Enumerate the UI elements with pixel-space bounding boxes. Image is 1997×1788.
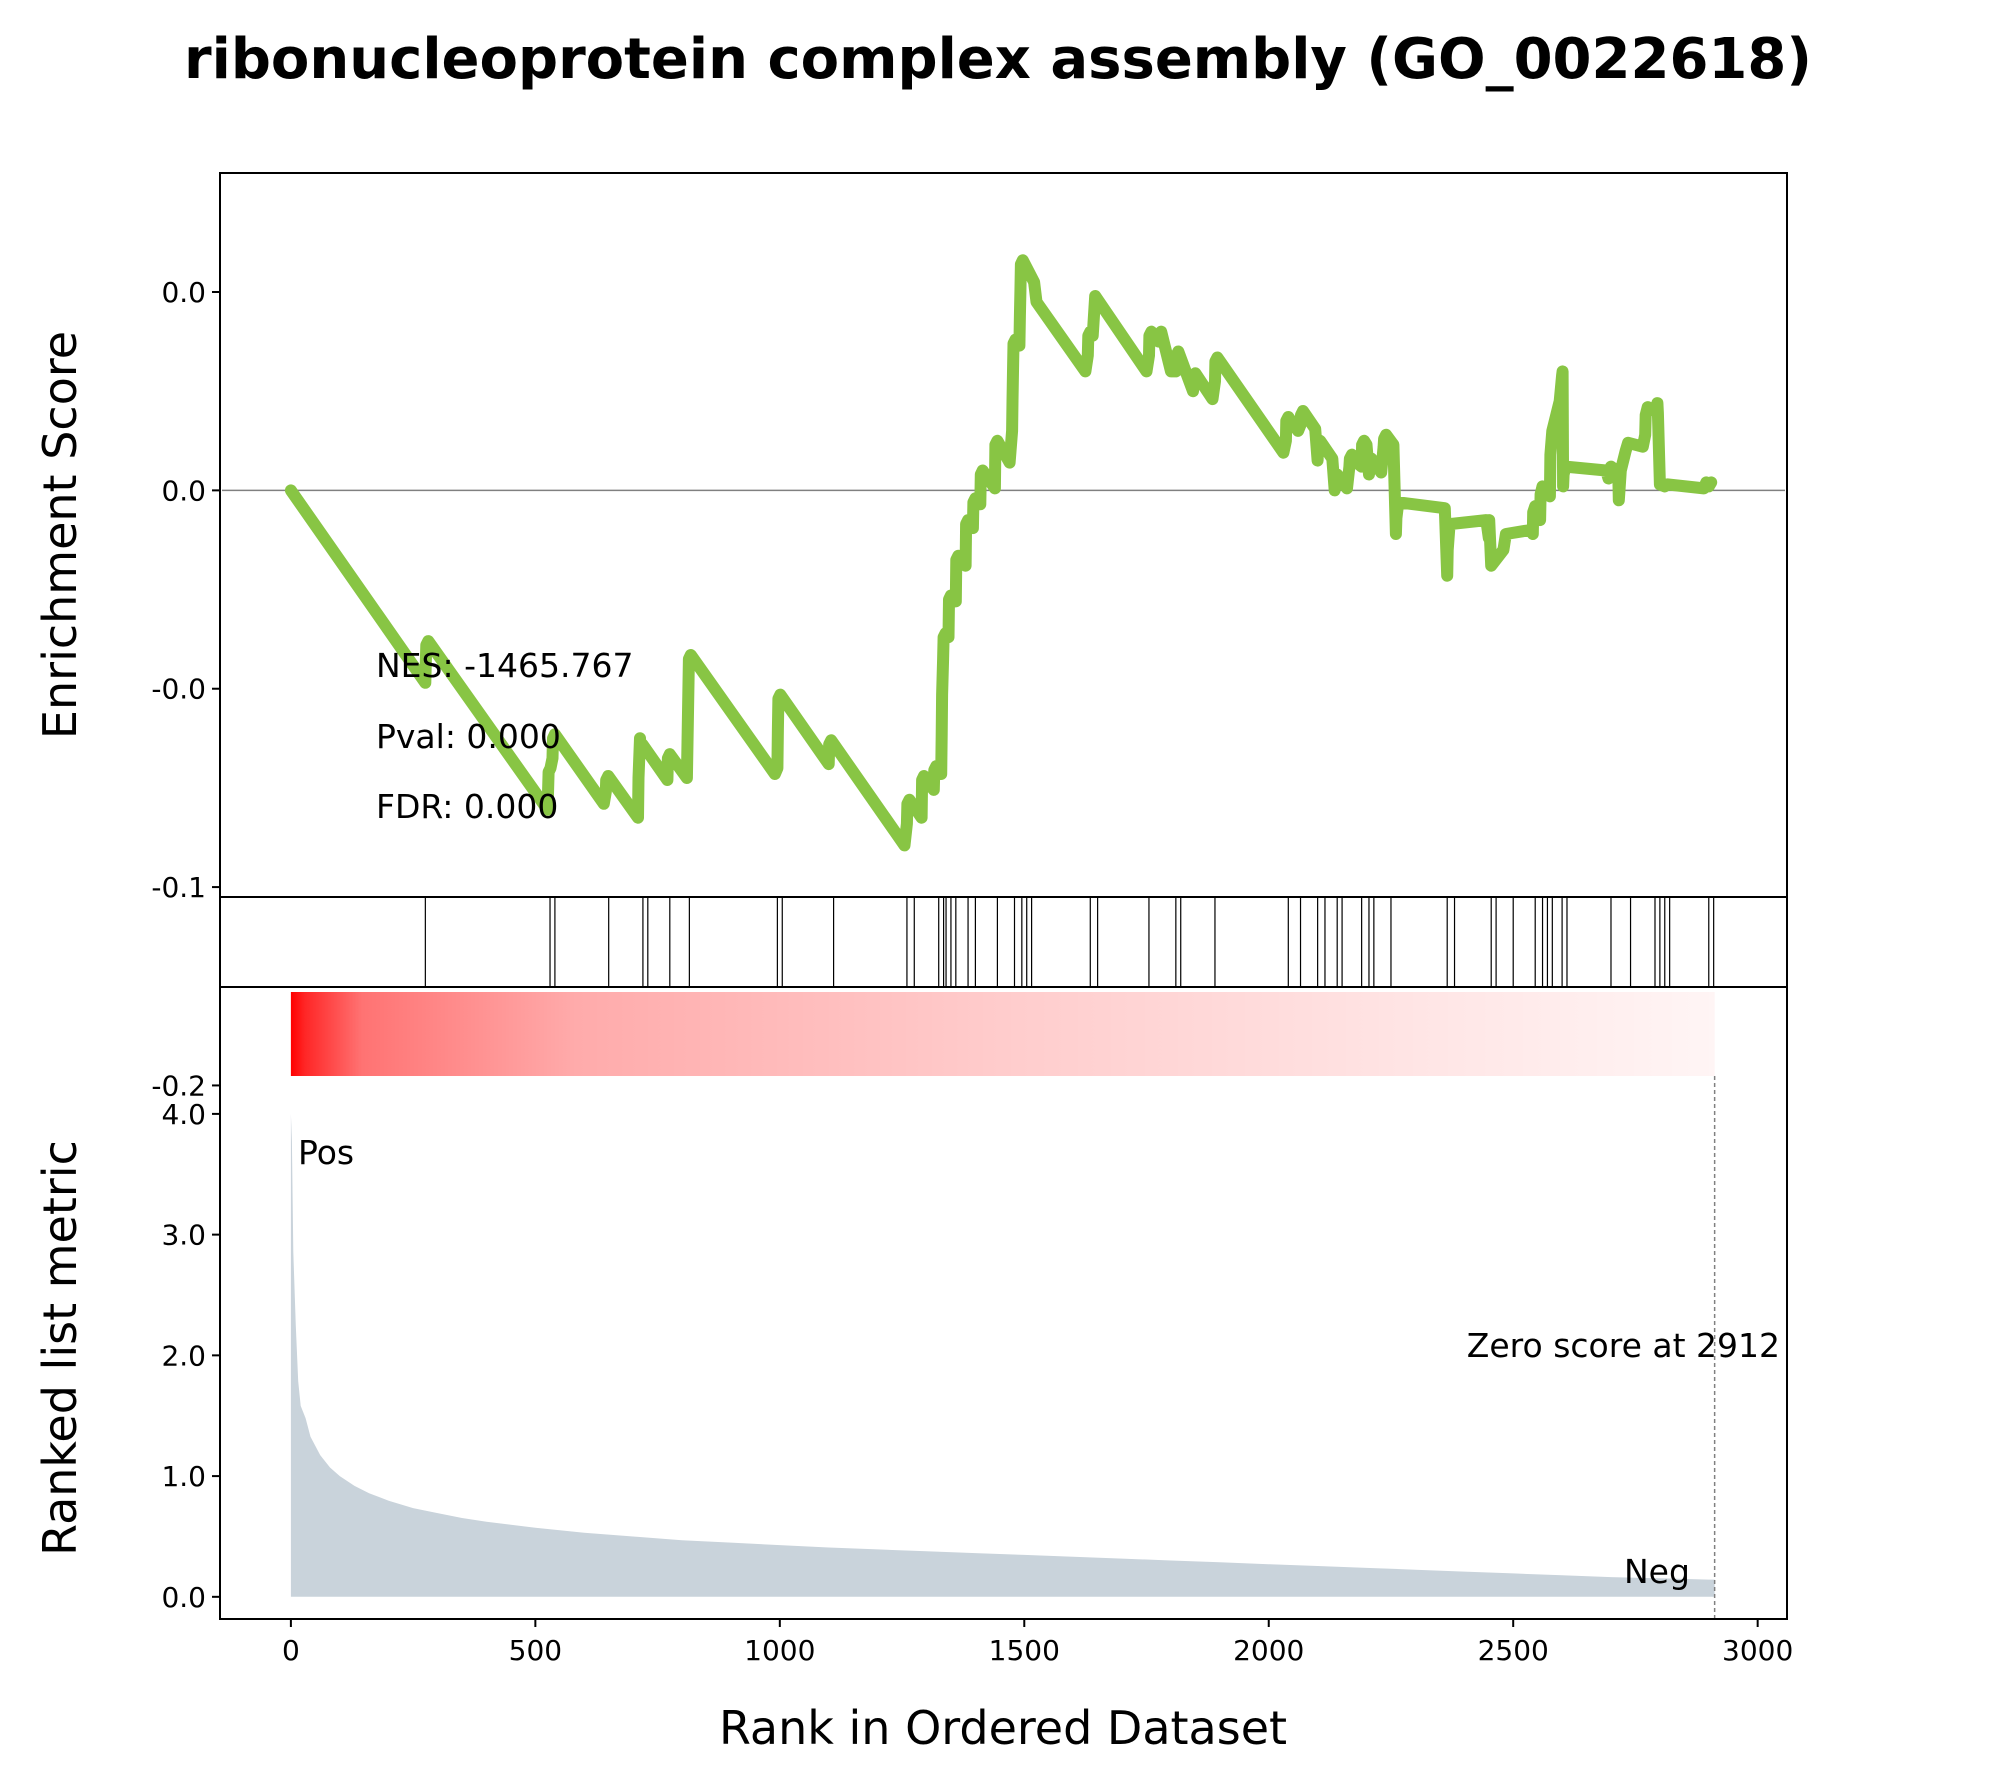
hits-panel bbox=[219, 896, 1788, 988]
chart-title: ribonucleoprotein complex assembly (GO_0… bbox=[184, 27, 1812, 92]
es-series-line bbox=[284, 254, 1718, 852]
ranked-y-tick-label: 4.0 bbox=[161, 1098, 206, 1131]
x-tick-label: 500 bbox=[509, 1634, 562, 1667]
x-tick-label: 0 bbox=[282, 1634, 300, 1667]
ranked-panel: 0.0 1.0 2.0 3.0 4.0 Pos Neg Zero score at 29… bbox=[33, 986, 1788, 1620]
fdr-text: FDR: 0.000 bbox=[376, 787, 558, 826]
ranked-y-tick-label: 0.0 bbox=[161, 1581, 206, 1614]
es-y-tick-label: -0.1 bbox=[151, 871, 206, 904]
x-tick-label: 2000 bbox=[1233, 1634, 1304, 1667]
x-axis-ticks: 0 500 1000 1500 2000 2500 3000 bbox=[282, 1619, 1793, 1667]
ranked-y-tick-label: 1.0 bbox=[161, 1460, 206, 1493]
neg-label: Neg bbox=[1624, 1552, 1690, 1591]
es-y-tick-label: 0.0 bbox=[161, 474, 206, 507]
ranked-y-tick-label: 3.0 bbox=[161, 1219, 206, 1252]
x-tick-label: 3000 bbox=[1722, 1634, 1793, 1667]
es-y-tick-label: -0.2 bbox=[151, 1069, 206, 1102]
ranked-heatmap-bar bbox=[290, 992, 1715, 1076]
pval-text: Pval: 0.000 bbox=[376, 717, 561, 756]
x-tick-label: 2500 bbox=[1478, 1634, 1549, 1667]
ranked-y-tick-label: 2.0 bbox=[161, 1339, 206, 1372]
x-axis-label: Rank in Ordered Dataset bbox=[719, 1701, 1287, 1755]
hit-marks bbox=[424, 897, 1715, 987]
es-y-ticks: 0.0 0.0 -0.0 -0.1 -0.2 bbox=[151, 276, 220, 1102]
enrichment-panel: 0.0 0.0 -0.0 -0.1 -0.2 NES: -1465.767 Pval: … bbox=[33, 172, 1788, 1102]
ranked-y-label: Ranked list metric bbox=[33, 1140, 87, 1556]
es-y-tick-label: -0.0 bbox=[151, 673, 206, 706]
nes-text: NES: -1465.767 bbox=[376, 646, 633, 685]
pos-label: Pos bbox=[298, 1133, 354, 1172]
es-y-tick-label: 0.0 bbox=[161, 276, 206, 309]
ranked-panel-frame bbox=[219, 986, 1788, 1620]
x-tick-label: 1000 bbox=[744, 1634, 815, 1667]
es-y-label: Enrichment Score bbox=[33, 331, 87, 739]
ranked-y-ticks: 0.0 1.0 2.0 3.0 4.0 bbox=[161, 1098, 220, 1614]
ranked-metric-area bbox=[290, 1113, 1715, 1597]
zero-score-text: Zero score at 2912 bbox=[1467, 1326, 1780, 1365]
x-tick-label: 1500 bbox=[989, 1634, 1060, 1667]
